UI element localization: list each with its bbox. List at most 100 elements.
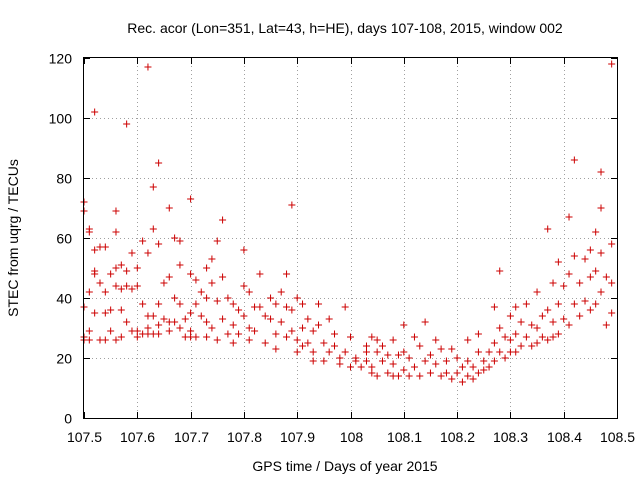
data-point [272, 300, 280, 308]
data-point [448, 345, 456, 353]
data-point [437, 372, 445, 380]
data-point [267, 294, 275, 302]
data-point [224, 294, 232, 302]
data-point [171, 234, 179, 242]
data-point [501, 333, 509, 341]
y-tick-labels: 0 20 40 60 80 100 120 [49, 51, 73, 427]
data-point [101, 243, 109, 251]
data-point [112, 264, 120, 272]
data-point [533, 339, 541, 347]
data-point [576, 279, 584, 287]
data-point [602, 321, 610, 329]
data-point [512, 330, 520, 338]
data-point [421, 357, 429, 365]
data-point [325, 315, 333, 323]
data-point [352, 357, 360, 365]
data-point [197, 312, 205, 320]
data-point [416, 342, 424, 350]
chart-title: Rec. acor (Lon=351, Lat=43, h=HE), days … [127, 20, 563, 36]
x-tick-label: 108 [340, 429, 364, 445]
data-point [410, 333, 418, 341]
data-point [496, 267, 504, 275]
data-point [293, 336, 301, 344]
y-tick-label: 0 [64, 411, 72, 427]
x-tick-label: 107.8 [227, 429, 262, 445]
data-point [203, 264, 211, 272]
data-point [378, 342, 386, 350]
data-point [522, 300, 530, 308]
data-point [101, 288, 109, 296]
y-tick-label: 120 [49, 51, 73, 67]
data-point [362, 342, 370, 350]
x-tick-label: 107.5 [67, 429, 102, 445]
data-point [293, 294, 301, 302]
data-point [453, 369, 461, 377]
data-point [490, 303, 498, 311]
data-point [245, 324, 253, 332]
data-point [203, 294, 211, 302]
data-point [592, 300, 600, 308]
data-point [405, 354, 413, 362]
data-point [608, 240, 616, 248]
data-point [538, 333, 546, 341]
data-point [458, 378, 466, 386]
data-point [96, 279, 104, 287]
data-point [373, 372, 381, 380]
data-point [91, 108, 99, 116]
data-point [91, 309, 99, 317]
data-point [464, 357, 472, 365]
data-point [229, 321, 237, 329]
data-point [608, 279, 616, 287]
data-point [288, 306, 296, 314]
data-point [581, 297, 589, 305]
data-point [304, 315, 312, 323]
data-point [586, 306, 594, 314]
x-tick-label: 108.1 [387, 429, 422, 445]
data-point [85, 225, 93, 233]
data-point [378, 357, 386, 365]
data-point [384, 369, 392, 377]
data-point [213, 297, 221, 305]
data-point [144, 249, 152, 257]
data-point [309, 348, 317, 356]
data-point [597, 204, 605, 212]
data-point [549, 333, 557, 341]
data-point [176, 237, 184, 245]
data-point [544, 336, 552, 344]
data-point [213, 336, 221, 344]
axis-ticks [84, 58, 618, 419]
data-point [112, 228, 120, 236]
data-point [362, 348, 370, 356]
data-point [133, 327, 141, 335]
data-point [288, 201, 296, 209]
data-point [192, 333, 200, 341]
data-point [570, 252, 578, 260]
data-point [592, 228, 600, 236]
data-point [501, 354, 509, 362]
y-tick-label: 100 [49, 111, 73, 127]
data-point [421, 318, 429, 326]
data-point [117, 285, 125, 293]
data-point [368, 333, 376, 341]
data-point [320, 339, 328, 347]
data-point [410, 363, 418, 371]
data-point [512, 303, 520, 311]
data-point [203, 333, 211, 341]
data-point [219, 273, 227, 281]
data-point [240, 312, 248, 320]
data-point [368, 363, 376, 371]
y-tick-label: 40 [56, 291, 72, 307]
data-point [315, 300, 323, 308]
data-point [517, 318, 525, 326]
data-point [347, 333, 354, 341]
data-point [522, 333, 530, 341]
data-point [155, 300, 163, 308]
data-point [474, 330, 482, 338]
data-point [160, 315, 168, 323]
data-point [309, 357, 317, 365]
data-point [160, 279, 168, 287]
data-point [347, 363, 354, 371]
data-point [101, 336, 109, 344]
data-point [208, 279, 216, 287]
